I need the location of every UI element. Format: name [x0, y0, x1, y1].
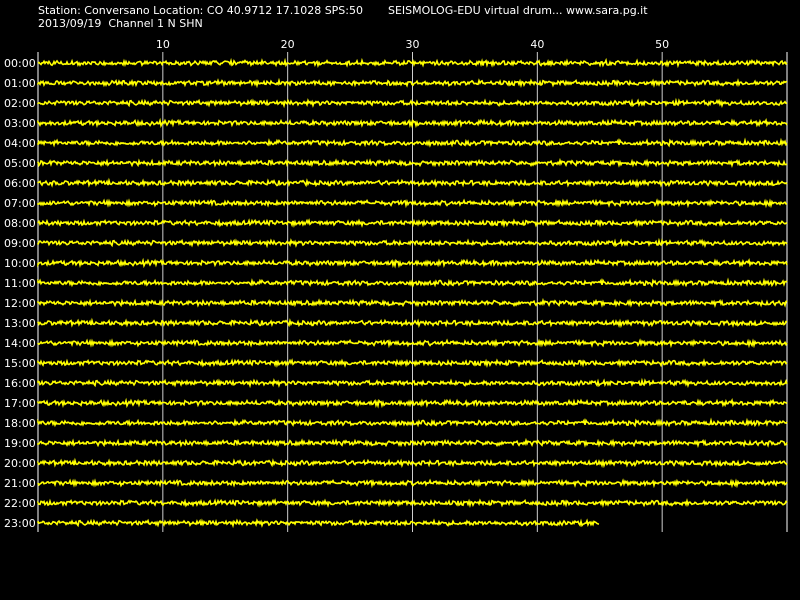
row-label: 20:00	[4, 457, 36, 470]
row-label: 01:00	[4, 77, 36, 90]
row-label: 08:00	[4, 217, 36, 230]
row-label: 19:00	[4, 437, 36, 450]
trace-23:00	[37, 518, 600, 529]
trace-04:00	[37, 137, 788, 148]
row-label: 04:00	[4, 137, 36, 150]
station-info: Station: Conversano Location: CO 40.9712…	[38, 4, 363, 17]
trace-13:00	[37, 317, 788, 329]
labels: 10 20 30 40 50 00:00 01:00 02:00 03:00 04:00 05:00…	[4, 38, 669, 530]
trace-17:00	[37, 397, 788, 409]
trace-16:00	[37, 377, 788, 389]
row-label: 18:00	[4, 417, 36, 430]
x-tick-label: 10	[156, 38, 170, 51]
trace-01:00	[37, 77, 788, 89]
trace-06:00	[37, 177, 788, 189]
row-label: 05:00	[4, 157, 36, 170]
app-title: SEISMOLOG-EDU virtual drum... www.sara.p…	[388, 4, 648, 17]
trace-11:00	[37, 277, 788, 288]
row-label: 23:00	[4, 517, 36, 530]
row-label: 21:00	[4, 477, 36, 490]
row-label: 12:00	[4, 297, 36, 310]
row-label: 07:00	[4, 197, 36, 210]
trace-07:00	[37, 198, 788, 209]
row-label: 14:00	[4, 337, 36, 350]
trace-15:00	[37, 358, 788, 368]
traces	[37, 57, 788, 529]
trace-20:00	[37, 457, 788, 469]
x-tick-label: 20	[281, 38, 295, 51]
trace-00:00	[37, 57, 788, 69]
row-label: 22:00	[4, 497, 36, 510]
trace-03:00	[37, 117, 788, 129]
row-label: 00:00	[4, 57, 36, 70]
trace-19:00	[37, 437, 788, 448]
trace-08:00	[37, 218, 788, 228]
trace-18:00	[37, 417, 788, 428]
row-label: 15:00	[4, 357, 36, 370]
trace-21:00	[37, 478, 788, 489]
row-label: 09:00	[4, 237, 36, 250]
x-tick-label: 50	[655, 38, 669, 51]
date-channel-info: 2013/09/19 Channel 1 N SHN	[38, 17, 203, 30]
row-label: 13:00	[4, 317, 36, 330]
x-tick-label: 30	[406, 38, 420, 51]
row-label: 02:00	[4, 97, 36, 110]
row-label: 06:00	[4, 177, 36, 190]
grid	[37, 52, 788, 532]
trace-22:00	[37, 498, 788, 508]
trace-10:00	[37, 257, 788, 269]
row-label: 17:00	[4, 397, 36, 410]
row-label: 11:00	[4, 277, 36, 290]
row-label: 10:00	[4, 257, 36, 270]
row-label: 16:00	[4, 377, 36, 390]
x-tick-label: 40	[530, 38, 544, 51]
trace-09:00	[37, 237, 788, 249]
trace-02:00	[37, 97, 788, 109]
trace-14:00	[37, 338, 788, 349]
trace-05:00	[37, 157, 788, 168]
row-label: 03:00	[4, 117, 36, 130]
trace-12:00	[37, 297, 788, 308]
